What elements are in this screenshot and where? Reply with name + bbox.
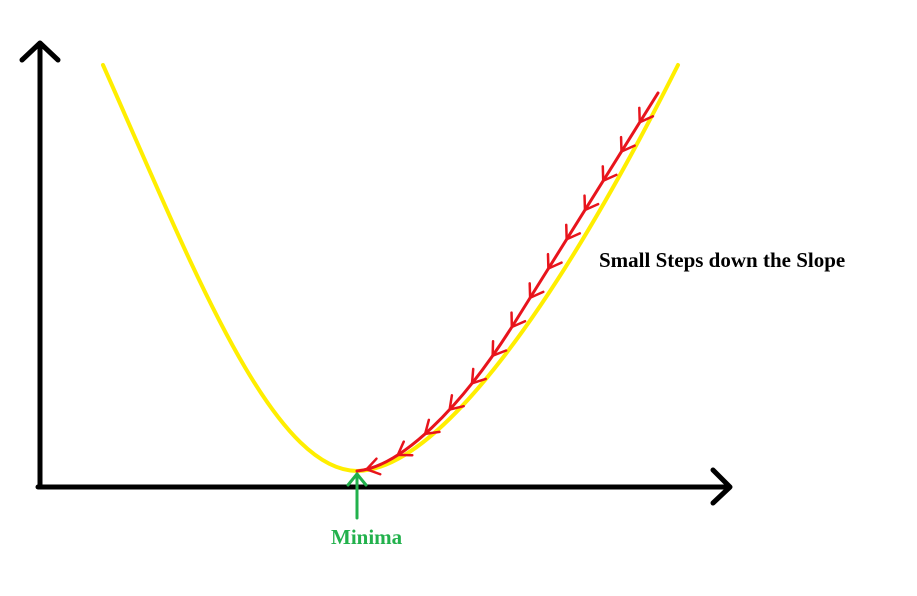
axes — [19, 40, 733, 506]
steps-annotation: Small Steps down the Slope — [599, 248, 846, 272]
cost-curve — [101, 63, 680, 474]
y-axis-arrowhead-icon — [19, 40, 61, 63]
x-axis-arrowhead-icon — [710, 467, 733, 506]
step-chevron-icon — [448, 394, 465, 411]
step-chevron-icon — [638, 106, 655, 124]
step-chevron-icon — [583, 194, 600, 212]
step-chevron-icon — [601, 165, 618, 183]
step-chevron-icon — [528, 282, 545, 300]
step-chevron-icon — [619, 135, 636, 153]
step-chevron-icon — [396, 440, 414, 457]
step-chevron-icon — [565, 223, 582, 241]
step-chevron-icon — [491, 340, 508, 357]
step-arrows — [365, 106, 655, 476]
descent-path — [355, 91, 660, 473]
minimum-annotation: Minima — [331, 525, 403, 549]
minimum-pointer — [346, 472, 368, 520]
step-chevron-icon — [470, 367, 487, 385]
step-chevron-icon — [510, 311, 527, 329]
step-chevron-icon — [423, 418, 441, 436]
step-chevron-icon — [365, 457, 382, 476]
up-arrow-icon — [346, 472, 368, 487]
step-chevron-icon — [546, 252, 563, 270]
